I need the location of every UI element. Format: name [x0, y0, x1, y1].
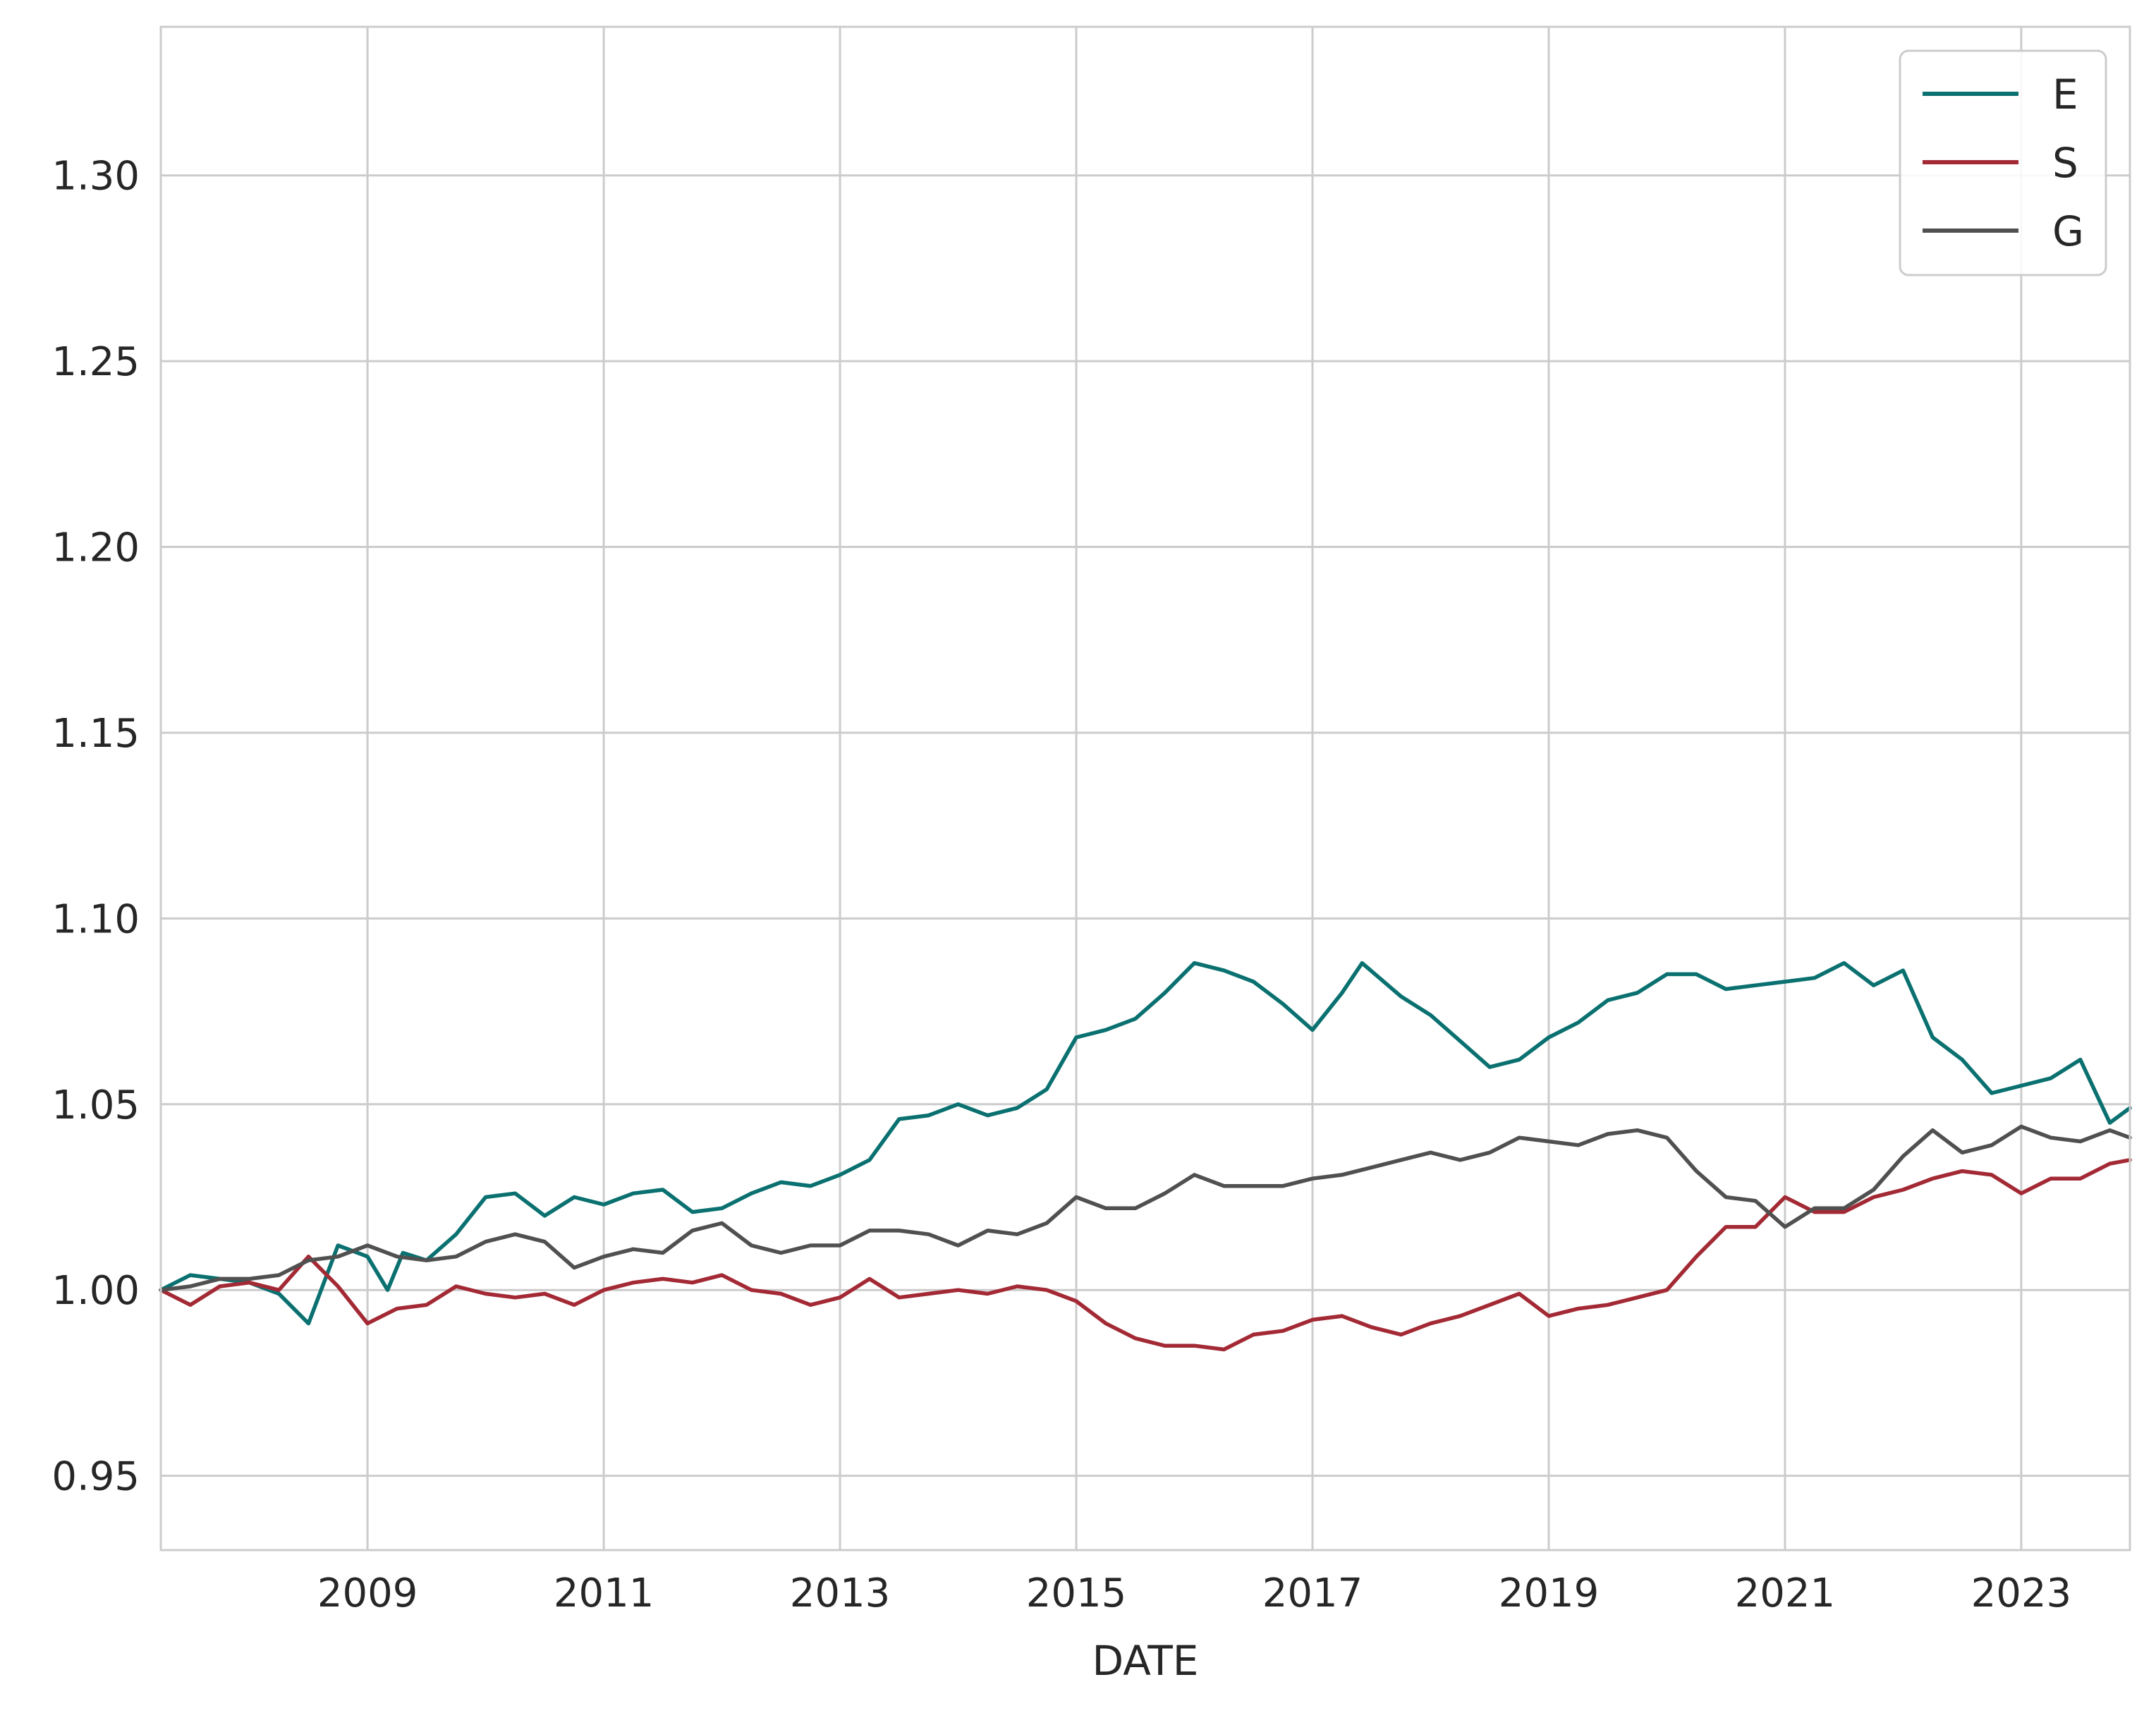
x-tick-label: 2011	[554, 1571, 654, 1616]
legend-label-s: S	[2052, 139, 2078, 187]
x-tick-label: 2019	[1499, 1571, 1600, 1616]
x-tick-labels: 2009 2011 2013 2015 2017 2019 2021 2023	[317, 1571, 2071, 1616]
y-tick-label: 1.10	[51, 896, 140, 942]
y-tick-label: 0.95	[51, 1454, 140, 1500]
x-tick-label: 2021	[1735, 1571, 1836, 1616]
y-tick-label: 1.25	[51, 339, 140, 385]
x-tick-label: 2023	[1971, 1571, 2072, 1616]
y-tick-label: 1.05	[51, 1083, 140, 1128]
x-tick-label: 2015	[1026, 1571, 1127, 1616]
legend-label-g: G	[2052, 207, 2084, 255]
y-tick-labels: 0.95 1.00 1.05 1.10 1.15 1.20 1.25 1.30	[51, 154, 140, 1500]
x-axis-label: DATE	[1092, 1637, 1199, 1685]
y-tick-label: 1.20	[51, 525, 140, 571]
y-tick-label: 1.00	[51, 1268, 140, 1314]
y-tick-label: 1.30	[51, 154, 140, 200]
y-tick-label: 1.15	[51, 711, 140, 757]
x-tick-label: 2017	[1262, 1571, 1363, 1616]
legend-label-e: E	[2052, 71, 2078, 118]
x-tick-label: 2009	[317, 1571, 418, 1616]
legend: ESG	[1900, 51, 2106, 275]
plot-area	[161, 27, 2130, 1550]
x-tick-label: 2013	[790, 1571, 891, 1616]
